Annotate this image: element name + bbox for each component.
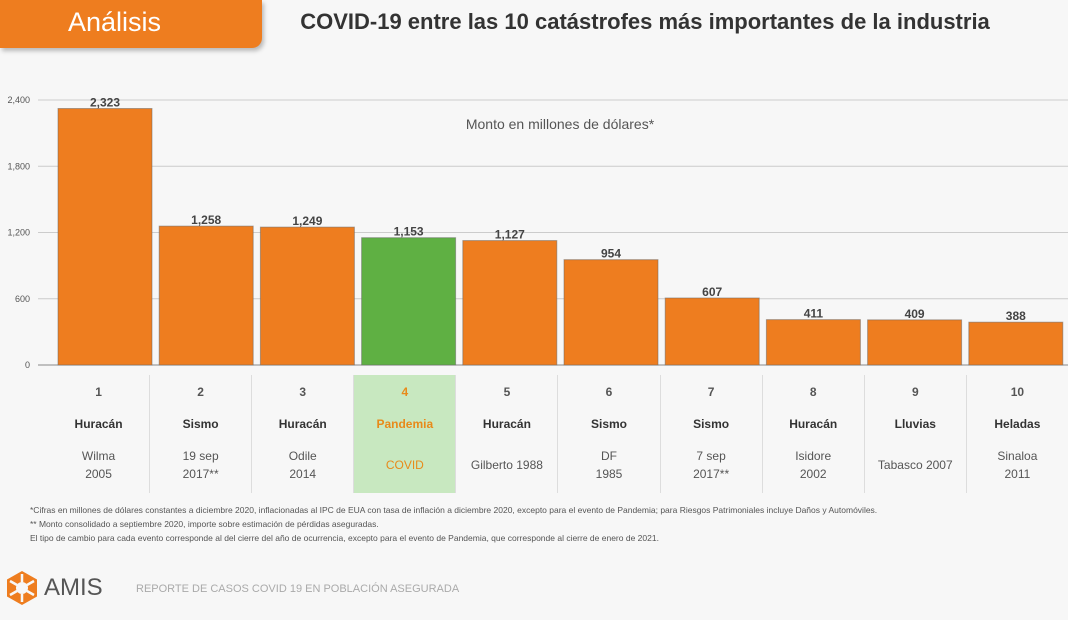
event-name: COVID xyxy=(385,458,424,472)
bar xyxy=(361,237,457,366)
y-tick-label: 600 xyxy=(15,294,30,304)
bar-value-label: 388 xyxy=(1006,309,1026,323)
event-type: Huracán xyxy=(74,417,123,431)
rank: 9 xyxy=(911,385,919,399)
footnotes: *Cifras en millones de dólares constante… xyxy=(30,503,1068,545)
y-tick-label: 0 xyxy=(25,360,30,370)
rank: 3 xyxy=(299,385,307,399)
table-column: 5 Huracán Gilberto 1988 xyxy=(455,375,557,493)
event-name: Isidore 2002 xyxy=(795,449,832,481)
table-column: 2 Sismo 19 sep 2017** xyxy=(149,375,251,493)
table-column: 1 Huracán Wilma 2005 xyxy=(48,375,149,493)
event-name: Gilberto 1988 xyxy=(470,458,543,472)
amis-logo: AMIS xyxy=(4,570,103,606)
bar-value-label: 607 xyxy=(702,285,722,299)
bar xyxy=(57,108,153,366)
table-column: 4 Pandemia COVID xyxy=(353,375,456,493)
rank: 6 xyxy=(605,385,613,399)
bar xyxy=(867,319,963,366)
page-title: COVID-19 entre las 10 catástrofes más im… xyxy=(300,9,990,34)
bar xyxy=(664,297,760,366)
bar-value-label: 1,153 xyxy=(394,225,424,239)
event-type: Huracán xyxy=(482,417,531,431)
logo-text: AMIS xyxy=(44,574,103,601)
bar-chart: 0 600 1,200 1,800 2,400 2,323 1,258 1,249 1,153 1… xyxy=(7,95,1068,370)
event-name: 19 sep 2017** xyxy=(182,449,219,481)
bar xyxy=(462,240,558,366)
event-name: Tabasco 2007 xyxy=(877,458,953,472)
event-table: 1 Huracán Wilma 2005 2 Sismo 19 sep 2017** 3 Hu… xyxy=(48,375,1068,493)
bar xyxy=(765,319,861,366)
footnote: *Cifras en millones de dólares constante… xyxy=(30,505,878,515)
table-column: 3 Huracán Odile 2014 xyxy=(251,375,353,493)
bar xyxy=(259,226,355,366)
y-tick-label: 1,200 xyxy=(7,228,30,238)
table-column: 9 Lluvias Tabasco 2007 xyxy=(863,375,966,493)
table-column: 7 Sismo 7 sep 2017** xyxy=(659,375,762,493)
bar xyxy=(968,321,1064,366)
section-tab: Análisis xyxy=(0,0,262,48)
bar-value-label: 409 xyxy=(905,307,925,321)
amis-logo-icon xyxy=(7,571,37,605)
chart-subtitle: Monto en millones de dólares* xyxy=(465,116,655,132)
event-name: DF 1985 xyxy=(595,449,623,481)
y-tick-label: 2,400 xyxy=(7,95,30,105)
event-type: Huracán xyxy=(789,417,838,431)
rank: 8 xyxy=(809,385,817,399)
bar-value-label: 411 xyxy=(804,307,824,321)
event-type: Lluvias xyxy=(894,417,936,431)
event-type: Pandemia xyxy=(376,417,434,431)
bar-value-label: 2,323 xyxy=(90,96,120,110)
rank: 5 xyxy=(503,385,511,399)
bar-value-label: 1,249 xyxy=(292,214,322,228)
table-column: 8 Huracán Isidore 2002 xyxy=(761,375,864,493)
rank: 2 xyxy=(197,385,204,399)
event-type: Sismo xyxy=(591,417,628,431)
report-title: REPORTE DE CASOS COVID 19 EN POBLACIÓN A… xyxy=(136,583,460,595)
rank: 4 xyxy=(401,385,409,399)
bar-value-label: 1,127 xyxy=(495,228,525,242)
table-column: 10 Heladas Sinaloa 2011 xyxy=(965,375,1068,493)
footnote: ** Monto consolidado a septiembre 2020, … xyxy=(30,519,379,529)
footnote: El tipo de cambio para cada evento corre… xyxy=(30,533,659,543)
event-type: Sismo xyxy=(182,417,219,431)
y-tick-label: 1,800 xyxy=(7,161,30,171)
bar-value-label: 954 xyxy=(601,247,621,261)
event-name: Wilma 2005 xyxy=(81,449,116,481)
rank: 7 xyxy=(707,385,715,399)
bar xyxy=(563,259,659,366)
event-type: Huracán xyxy=(278,417,327,431)
table-column: 6 Sismo DF 1985 xyxy=(557,375,659,493)
rank: 10 xyxy=(1010,385,1025,399)
event-type: Sismo xyxy=(693,417,730,431)
event-name: Odile 2014 xyxy=(288,449,317,481)
event-name: 7 sep 2017** xyxy=(693,449,730,481)
bar-value-label: 1,258 xyxy=(191,213,221,227)
rank: 1 xyxy=(95,385,102,399)
event-type: Heladas xyxy=(994,417,1041,431)
event-name: Sinaloa 2011 xyxy=(997,449,1038,481)
bar xyxy=(158,225,254,366)
